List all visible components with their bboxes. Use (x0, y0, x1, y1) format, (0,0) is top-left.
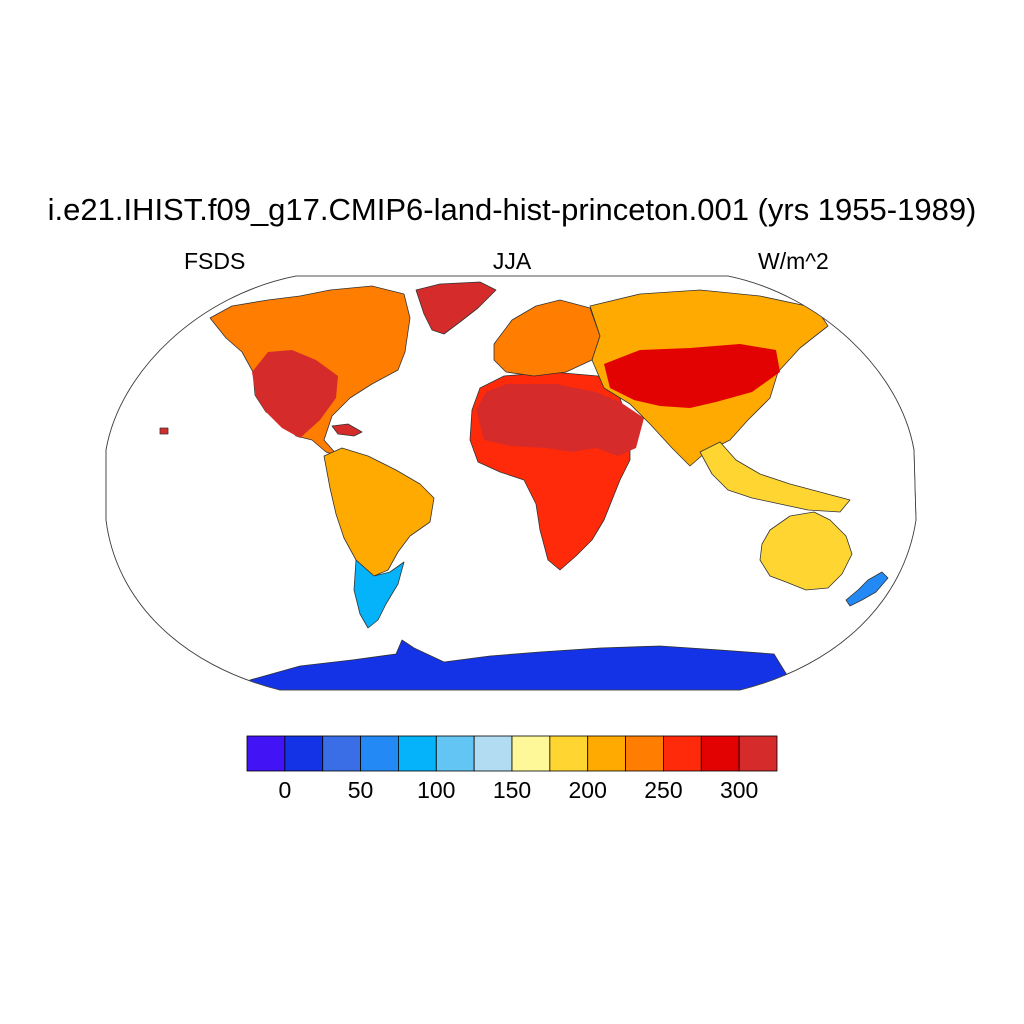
units-label: W/m^2 (758, 248, 829, 274)
colorbar-box (511, 735, 551, 772)
region-southeast-asia (699, 441, 851, 513)
colorbar-box (738, 735, 778, 772)
region-south-america (323, 447, 435, 577)
region-caribbean (331, 423, 363, 437)
colorbar-box (322, 735, 361, 772)
region-sahara-arabia (476, 384, 644, 456)
colorbar-box (549, 735, 589, 772)
colorbar-box (246, 735, 286, 772)
colorbar-tick-label: 250 (644, 777, 682, 803)
colorbar-tick-label: 0 (278, 777, 291, 803)
colorbar-box (398, 735, 437, 772)
region-patagonia (353, 559, 405, 629)
variable-label: FSDS (184, 248, 246, 274)
colorbar-box (625, 735, 664, 772)
colorbar-tick-label: 100 (417, 777, 455, 803)
colorbar-box (473, 735, 513, 772)
colorbar-box (663, 735, 702, 772)
colorbar-tick-label: 50 (348, 777, 374, 803)
season-label: JJA (492, 248, 532, 274)
region-central-asia (604, 344, 780, 408)
region-hawaii (159, 427, 169, 435)
colorbar-tick-label: 300 (720, 777, 758, 803)
colorbar-tick-label: 150 (493, 777, 531, 803)
colorbar-tick-label: 200 (569, 777, 607, 803)
region-us-southwest (252, 350, 338, 438)
plot-title: i.e21.IHIST.f09_g17.CMIP6-land-hist-prin… (47, 192, 977, 227)
colorbar-box (435, 735, 475, 772)
colorbar-box (360, 735, 399, 772)
region-greenland (415, 281, 497, 335)
colorbar-box (587, 735, 626, 772)
region-new-zealand (845, 571, 889, 607)
colorbar-box (700, 735, 740, 772)
region-australia (759, 511, 853, 591)
colorbar-box (284, 735, 324, 772)
